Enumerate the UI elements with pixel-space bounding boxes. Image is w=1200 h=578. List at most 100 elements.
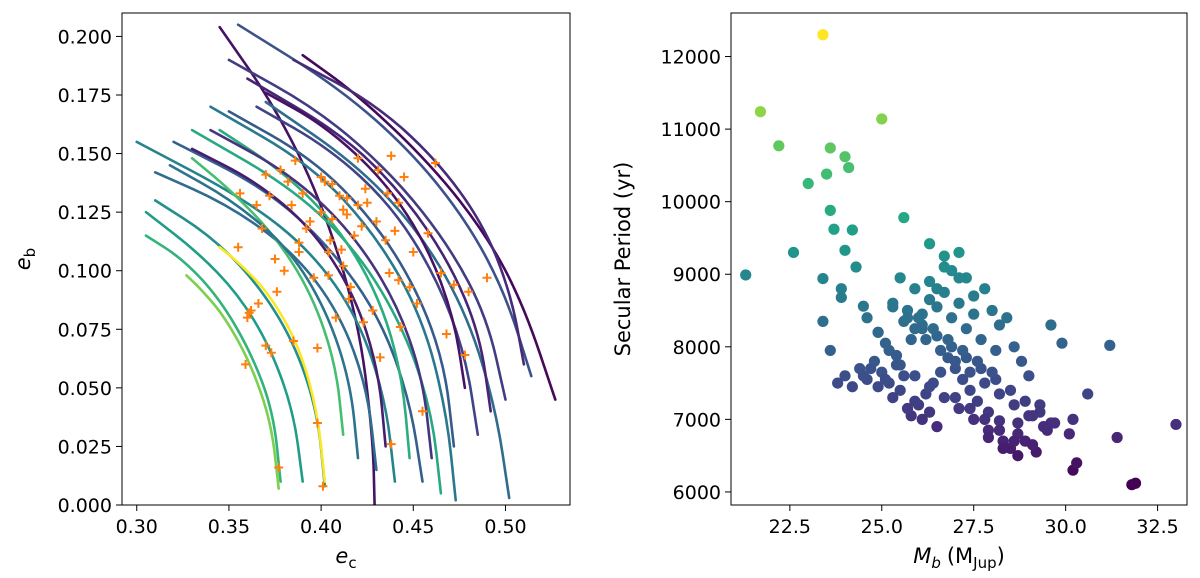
- x-axis-label-unit-close: ): [997, 544, 1005, 568]
- orange-plus-marker: [272, 287, 282, 297]
- plot-frame: [730, 12, 1188, 506]
- orange-plus-marker: [482, 273, 492, 283]
- orange-plus-marker: [405, 282, 415, 292]
- x-axis-label-unit: (M: [947, 544, 973, 568]
- eccentricity-curve: [255, 105, 480, 436]
- x-axis-label-subscript: b: [931, 554, 941, 572]
- orange-plus-marker: [312, 418, 322, 428]
- scatter-point: [938, 250, 950, 262]
- orange-plus-marker: [233, 242, 243, 252]
- orange-plus-marker: [325, 235, 335, 245]
- eccentricity-curve: [218, 246, 327, 483]
- eccentricity-curve: [168, 164, 360, 460]
- scatter-point: [971, 355, 983, 367]
- orange-plus-marker: [298, 188, 308, 198]
- x-axis-ticks: 0.30 0.35 0.40 0.45 0.50: [116, 505, 527, 538]
- eccentricity-curve: [144, 210, 304, 483]
- eccentricity-curve: [246, 77, 492, 413]
- scatter-point: [975, 333, 987, 346]
- orange-plus-marker: [359, 317, 369, 327]
- orange-plus-marker: [344, 294, 354, 304]
- scatter-point: [839, 151, 851, 163]
- y-tick-label: 0.100: [58, 261, 112, 283]
- orange-plus-marker: [353, 153, 363, 163]
- scatter-point: [938, 261, 950, 273]
- orange-plus-marker: [335, 191, 345, 201]
- orange-plus-marker: [375, 352, 385, 362]
- orange-plus-marker: [301, 224, 311, 234]
- scatter-point: [953, 246, 965, 259]
- scatter-point: [894, 359, 906, 371]
- eccentricity-curve: [264, 100, 511, 500]
- scatter-point: [865, 362, 877, 375]
- scatter-point: [846, 224, 858, 236]
- y-axis-label-subscript: b: [21, 248, 39, 258]
- orange-plus-marker: [336, 245, 346, 255]
- scatter-point: [923, 381, 936, 393]
- scatter-point: [1111, 431, 1123, 444]
- scatter-point: [1082, 388, 1094, 400]
- y-tick-label: 0.025: [58, 436, 112, 458]
- orange-plus-marker: [357, 221, 367, 231]
- scatter-point: [993, 319, 1006, 331]
- scatter-point: [821, 168, 833, 180]
- x-tick-label: 0.45: [392, 516, 434, 538]
- scatter-point: [964, 384, 976, 396]
- orange-plus-marker: [266, 348, 276, 358]
- scatter-point: [1067, 413, 1079, 425]
- orange-plus-marker: [441, 329, 451, 339]
- scatter-point: [964, 402, 976, 415]
- scatter-point: [839, 244, 851, 256]
- orange-plus-marker: [381, 235, 391, 245]
- scatter-point: [846, 381, 858, 393]
- scatter-point: [857, 370, 869, 382]
- x-tick-label: 0.50: [484, 516, 526, 538]
- scatter-point: [894, 272, 906, 284]
- orange-plus-marker: [242, 313, 252, 323]
- scatter-point: [949, 355, 961, 367]
- orange-plus-marker: [464, 287, 474, 297]
- orange-plus-marker: [373, 165, 383, 175]
- orange-plus-marker: [399, 172, 409, 182]
- x-tick-label: 32.5: [1136, 516, 1178, 538]
- x-axis-label: ec: [335, 544, 356, 572]
- orange-plus-marker: [235, 188, 245, 198]
- y-tick-label: 0.050: [58, 378, 112, 400]
- orange-plus-marker: [338, 261, 348, 271]
- orange-plus-marker: [371, 217, 381, 227]
- y-tick-label: 7000: [673, 409, 721, 431]
- scatter-point: [953, 297, 965, 309]
- scatter-point: [817, 29, 829, 41]
- scatter-point: [1004, 384, 1017, 396]
- scatter-point: [835, 283, 847, 295]
- orange-plus-marker: [368, 306, 378, 316]
- orange-plus-marker: [362, 198, 372, 208]
- eccentricity-curve: [264, 91, 467, 390]
- orange-plus-marker: [449, 280, 459, 290]
- y-axis-ticks: 6000 7000 8000 9000 10000 11000 12000: [661, 47, 731, 504]
- orange-plus-marker: [386, 151, 396, 161]
- scatter-point: [938, 286, 950, 298]
- scatter-point: [968, 308, 980, 320]
- orange-plus-marker: [338, 205, 348, 215]
- scatter-point: [1049, 417, 1061, 429]
- scatter-point: [1019, 395, 1031, 407]
- y-tick-label: 0.150: [58, 144, 112, 166]
- scatter-point: [887, 301, 899, 313]
- x-axis-label-symbol: M: [913, 544, 931, 568]
- scatter-point: [1012, 450, 1024, 462]
- scatter-point: [879, 373, 892, 386]
- scatter-point: [968, 290, 980, 302]
- x-tick-label: 27.5: [953, 516, 995, 538]
- scatter-point: [909, 283, 921, 295]
- scatter-point: [861, 312, 873, 324]
- scatter-point: [916, 323, 928, 335]
- scatter-point: [935, 344, 947, 357]
- scatter-point: [949, 392, 961, 404]
- orange-plus-marker: [290, 156, 300, 166]
- marker-series: [233, 151, 492, 491]
- y-axis-ticks: 0.000 0.025 0.050 0.075 0.100 0.125 0.150 0.175…: [58, 26, 122, 517]
- orange-plus-marker: [382, 188, 392, 198]
- orange-plus-marker: [279, 266, 289, 276]
